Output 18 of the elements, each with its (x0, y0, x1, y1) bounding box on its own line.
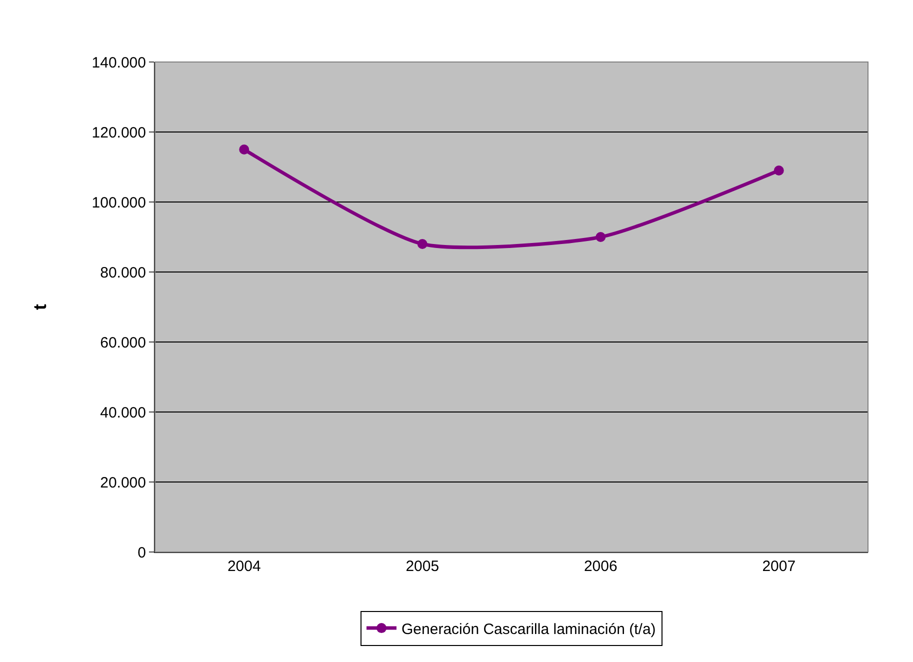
y-axis-title: t (30, 304, 50, 310)
legend-label: Generación Cascarilla laminación (t/a) (402, 620, 656, 638)
x-tick-label: 2005 (406, 558, 440, 575)
y-tick-label: 40.000 (100, 404, 146, 422)
y-tick-label: 140.000 (92, 54, 146, 72)
y-tick-label: 60.000 (100, 334, 146, 352)
point (774, 166, 784, 176)
x-tick-label: 2007 (762, 558, 796, 575)
y-tick-label: 20.000 (100, 474, 146, 492)
point (596, 232, 606, 242)
y-tick-label: 0 (138, 544, 146, 562)
point (239, 144, 250, 154)
x-tick-label: 2006 (584, 558, 618, 575)
y-tick-label: 100.000 (92, 194, 146, 212)
y-tick-label: 120.000 (92, 124, 146, 142)
point (417, 239, 428, 249)
x-tick-label: 2004 (227, 558, 261, 575)
y-tick-label: 80.000 (100, 264, 146, 282)
